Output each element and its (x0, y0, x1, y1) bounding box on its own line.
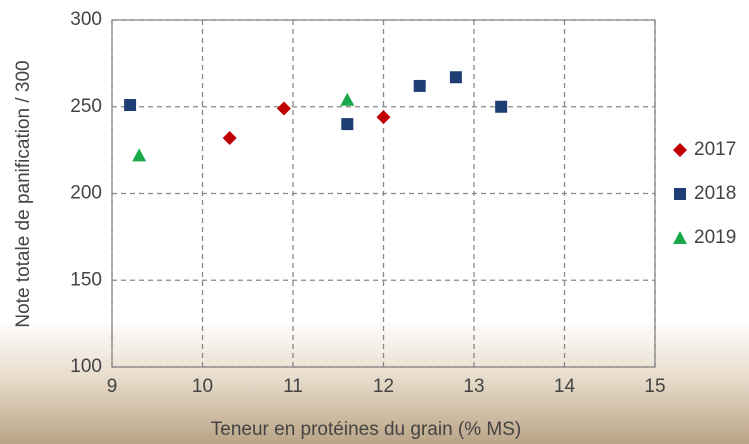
point (495, 100, 508, 113)
x-axis-label: Teneur en protéines du grain (% MS) (211, 419, 522, 440)
legend-label: 2019 (694, 227, 736, 248)
x-tick-label: 9 (107, 376, 118, 397)
point (222, 130, 237, 145)
x-tick-label: 11 (283, 376, 303, 397)
legend-label: 2017 (694, 139, 736, 160)
point (673, 143, 687, 157)
x-tick-label: 14 (554, 376, 576, 397)
x-tick-label: 13 (463, 376, 484, 397)
point (376, 110, 391, 125)
point (674, 188, 686, 200)
point (340, 92, 355, 106)
legend-label: 2018 (694, 183, 736, 204)
point (673, 231, 687, 244)
y-axis-label: Note totale de panification / 300 (13, 60, 34, 327)
point (124, 99, 137, 112)
plot-frame (111, 19, 656, 368)
point (132, 148, 147, 162)
x-tick-label: 15 (644, 376, 665, 397)
point (413, 79, 426, 92)
x-tick-label: 10 (192, 376, 213, 397)
y-tick-label: 250 (70, 96, 102, 117)
y-tick-label: 300 (70, 9, 102, 30)
y-tick-label: 200 (70, 183, 102, 204)
point (276, 101, 291, 116)
y-tick-label: 100 (70, 356, 102, 377)
point (449, 71, 462, 84)
y-tick-label: 150 (70, 269, 102, 290)
point (341, 118, 354, 131)
x-tick-label: 12 (373, 376, 394, 397)
